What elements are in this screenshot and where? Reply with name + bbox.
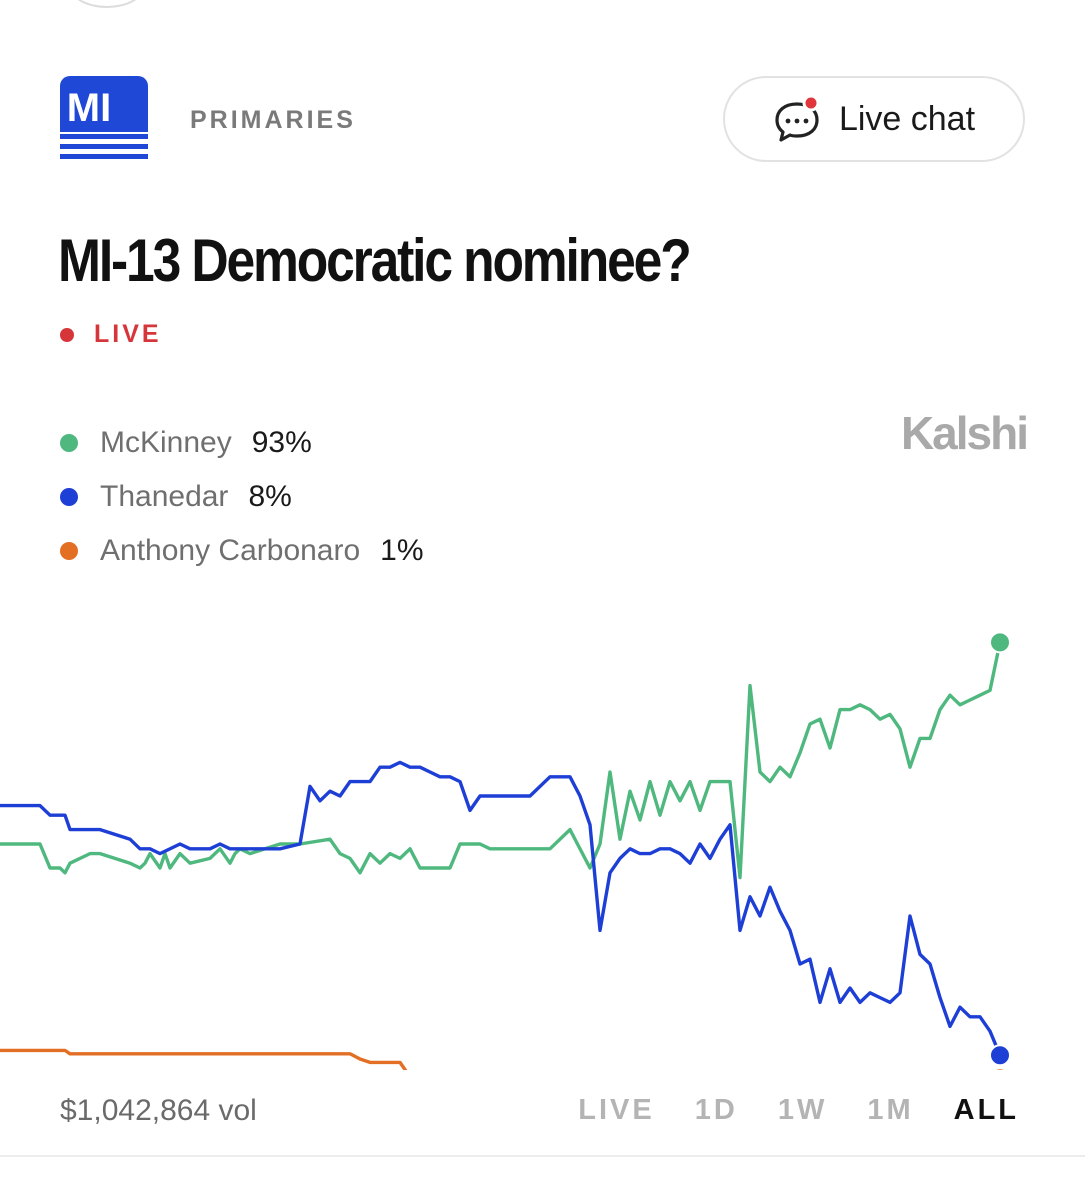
series-line-anthony-carbonaro [0,1048,408,1070]
category-label: PRIMARIES [190,106,356,134]
legend-name: McKinney [100,426,232,459]
series-line-thanedar [0,760,1002,1056]
range-1w[interactable]: 1W [777,1094,828,1126]
live-status-label: LIVE [94,320,162,348]
legend-item: Thanedar 8% [60,470,424,524]
top-control-edge [70,0,144,8]
legend-value: 8% [248,480,292,513]
live-dot-icon [60,327,74,342]
range-1m[interactable]: 1M [867,1094,914,1126]
volume-label: $1,042,864 vol [60,1094,257,1127]
price-chart[interactable] [0,580,1085,1070]
legend-item: McKinney 93% [60,416,424,470]
chart-legend: McKinney 93% Thanedar 8% Anthony Carbona… [60,416,424,578]
page-title: MI-13 Democratic nominee? [58,227,692,294]
range-all[interactable]: ALL [953,1094,1019,1126]
market-header: MI PRIMARIES Live chat [60,76,1025,164]
kalshi-brand-logo: Kalshi [900,407,1029,459]
series-endpoint-anthony-carbonaro [992,1067,1008,1070]
live-status: LIVE [60,320,162,349]
range-1d[interactable]: 1D [694,1094,738,1126]
section-divider [0,1155,1085,1157]
time-range-selector: LIVE 1D 1W 1M ALL [578,1094,1019,1127]
michigan-logo-icon: MI [60,76,148,164]
series-endpoint-thanedar [989,1044,1011,1067]
legend-dot-icon [60,434,78,452]
logo-text: MI [67,86,111,130]
legend-item: Anthony Carbonaro 1% [60,524,424,578]
series-line-mckinney [0,642,1002,880]
legend-name: Anthony Carbonaro [100,534,361,567]
series-endpoint-mckinney [989,631,1011,654]
legend-value: 1% [380,534,424,567]
legend-dot-icon [60,488,78,506]
live-chat-label: Live chat [838,99,976,138]
legend-dot-icon [60,542,78,560]
chart-footer: $1,042,864 vol LIVE 1D 1W 1M ALL [0,1086,1085,1142]
legend-name: Thanedar [100,480,229,513]
live-chat-button[interactable]: Live chat [723,76,1025,162]
chat-bubble-icon [775,95,820,142]
legend-value: 93% [251,426,312,459]
range-live[interactable]: LIVE [578,1094,655,1126]
